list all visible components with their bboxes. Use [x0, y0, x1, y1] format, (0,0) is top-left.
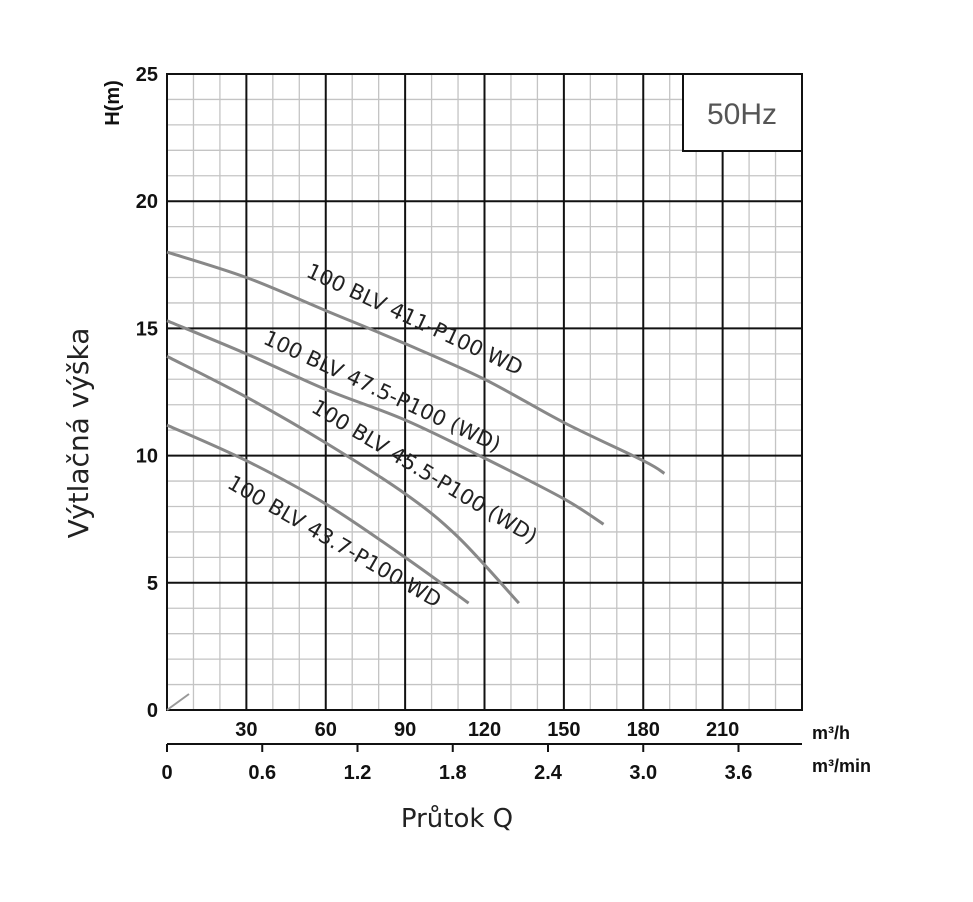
major-grid: [167, 73, 802, 711]
x-tick-label: 150: [547, 719, 580, 741]
origin-diagonal: [166, 693, 190, 711]
y-tick-label: 5: [147, 573, 158, 595]
plot-frame: [166, 73, 803, 711]
x2-tick-label: 3.0: [629, 762, 657, 784]
x-tick-label: 210: [706, 719, 739, 741]
curve-label-4: 100 BLV 43.7-P100 WD: [224, 471, 446, 613]
y-tick-labels: 0 5 10 15 20 25: [136, 64, 158, 722]
y-tick-label: 25: [136, 64, 158, 86]
y-tick-label: 20: [136, 191, 158, 213]
x2-tick-label: 0: [161, 762, 172, 784]
curve-2: [166, 319, 605, 526]
x2-tick-label: 2.4: [534, 762, 563, 784]
curve-1: [166, 250, 666, 475]
curves: [166, 250, 666, 605]
x-unit-label: m³/h: [812, 723, 850, 743]
y-tick-label: 0: [147, 700, 158, 722]
x-tick-label: 60: [315, 719, 337, 741]
y-axis-label: Výtlačná výška: [62, 328, 95, 539]
x2-unit-label: m³/min: [812, 756, 871, 776]
x-tick-labels: 30 60 90 120 150 180 210: [235, 719, 739, 741]
y-tick-label: 10: [136, 446, 158, 468]
x-tick-label: 90: [394, 719, 416, 741]
x2-tick-label: 1.2: [344, 762, 372, 784]
x-tick-label: 120: [468, 719, 501, 741]
curve-3: [166, 355, 520, 605]
x2-tick-label: 3.6: [725, 762, 753, 784]
x2-tick-labels: 0 0.6 1.2 1.8 2.4 3.0 3.6: [161, 762, 752, 784]
frequency-badge-text: 50Hz: [707, 98, 777, 131]
x2-axis: [166, 743, 802, 752]
x-tick-label: 180: [627, 719, 660, 741]
y-unit-label: H(m): [102, 80, 124, 126]
y-tick-label: 15: [136, 318, 158, 340]
x2-tick-label: 1.8: [439, 762, 467, 784]
x2-tick-label: 0.6: [248, 762, 276, 784]
curve-4: [166, 423, 470, 605]
frequency-badge: 50Hz: [682, 73, 803, 152]
x-axis-label: Průtok Q: [401, 804, 513, 834]
x-tick-label: 30: [235, 719, 257, 741]
frequency-badge-box: [682, 73, 803, 152]
